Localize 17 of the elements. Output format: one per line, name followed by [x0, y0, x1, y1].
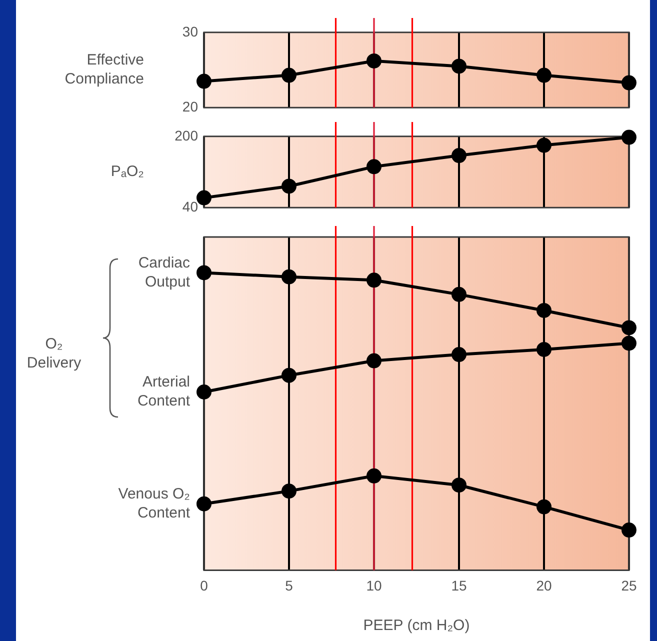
series-label: Cardiac Output — [138, 254, 191, 290]
series-label: Arterial Content — [137, 374, 191, 410]
x-tick-label: 10 — [366, 577, 382, 594]
y-tick-label: 30 — [182, 23, 198, 40]
x-tick-label: 25 — [621, 577, 637, 594]
y-axis-title: PₐO₂ — [110, 163, 144, 180]
y-axis-title: O₂ Delivery — [26, 336, 82, 372]
series-label: Venous O₂ Content — [118, 486, 191, 522]
y-tick-label: 40 — [182, 198, 198, 214]
y-axis-title: Effective Compliance — [64, 52, 144, 88]
x-tick-label: 20 — [536, 577, 552, 594]
x-tick-label: 15 — [451, 577, 467, 594]
x-tick-label: 5 — [285, 577, 294, 594]
y-tick-label: 20 — [182, 98, 198, 114]
x-axis-title: PEEP (cm H₂O) — [363, 617, 470, 634]
y-tick-label: 200 — [174, 127, 198, 144]
x-tick-label: 0 — [200, 577, 208, 594]
